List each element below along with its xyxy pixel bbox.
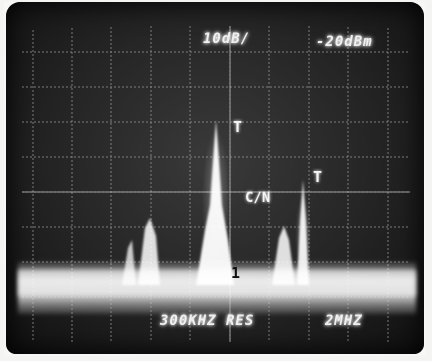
peak-left — [138, 218, 160, 285]
resolution-bandwidth-readout: 300KHZ RES — [160, 313, 255, 329]
baseline-marker: 1 — [231, 264, 241, 282]
right-peak-glow — [295, 195, 311, 275]
peak-small-left — [122, 240, 136, 285]
cn-label: C/N — [245, 190, 271, 206]
main-peak-glow — [202, 130, 230, 270]
marker-right-t: T — [313, 168, 323, 186]
marker-left-t: T — [233, 118, 243, 136]
peak-right — [272, 226, 295, 285]
ref-level-readout: -20dBm — [316, 34, 373, 50]
ref-scale-readout: 10dB/ — [203, 31, 251, 47]
span-readout: 2MHZ — [325, 313, 363, 329]
